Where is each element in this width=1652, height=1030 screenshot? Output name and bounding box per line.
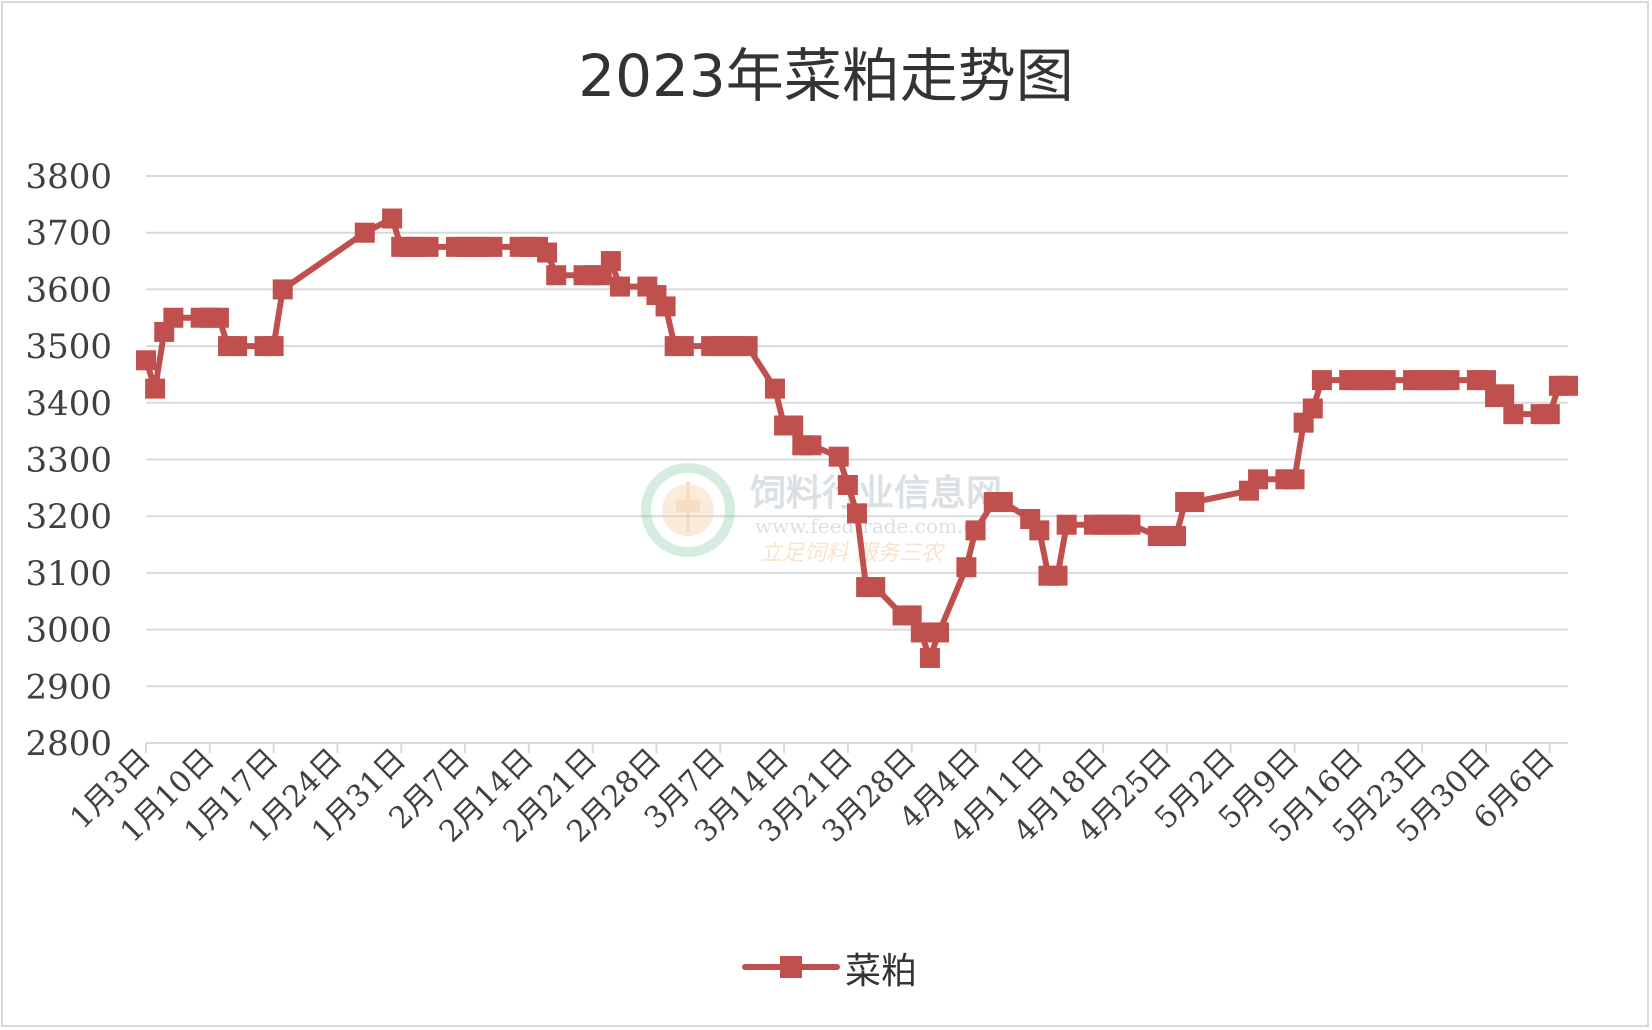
- data-point: [208, 307, 229, 328]
- data-point: [546, 265, 567, 286]
- data-point: [272, 279, 293, 300]
- y-tick-label: 3300: [25, 441, 112, 481]
- legend: 菜粕: [742, 951, 917, 992]
- y-tick-label: 2800: [25, 724, 112, 764]
- data-point: [910, 622, 931, 643]
- data-point: [354, 222, 375, 243]
- data-point: [1539, 404, 1560, 425]
- series-layer: [136, 208, 1578, 668]
- x-tick-labels: 1月3日1月10日1月17日1月24日1月31日2月7日2月14日2月21日2月…: [63, 742, 1561, 850]
- y-tick-label: 3500: [25, 327, 112, 367]
- data-point: [929, 622, 950, 643]
- data-point: [965, 520, 986, 541]
- y-tick-label: 3800: [25, 157, 112, 197]
- y-tick-labels: 2800 2900 3000 3100 3200 3300 3400 3500 3600 3700…: [25, 157, 112, 764]
- data-point: [837, 475, 858, 496]
- data-point: [764, 378, 785, 399]
- data-point: [1558, 375, 1578, 396]
- data-point: [1056, 514, 1077, 535]
- data-point: [956, 557, 977, 578]
- y-tick-label: 3700: [25, 214, 112, 254]
- data-point: [1475, 370, 1496, 391]
- data-point: [801, 435, 822, 456]
- data-point: [1248, 469, 1269, 490]
- data-point: [783, 415, 804, 436]
- data-point: [382, 208, 403, 229]
- watermark-line-1: 饲料行业信息网: [750, 473, 1002, 514]
- data-point: [847, 503, 867, 524]
- watermark: 饲料行业信息网 www.feedtrade.com.cn 立足饲料 服务三农: [641, 463, 1002, 566]
- axes: [145, 742, 1568, 753]
- data-point: [865, 577, 886, 598]
- watermark-logo-icon: [641, 463, 735, 557]
- data-point: [482, 236, 503, 257]
- data-point: [1439, 370, 1460, 391]
- data-point: [828, 446, 849, 467]
- data-point: [1284, 469, 1305, 490]
- legend-marker: [780, 956, 802, 978]
- data-point: [1311, 370, 1332, 391]
- y-tick-label: 3400: [25, 384, 112, 424]
- data-point: [418, 236, 439, 257]
- data-point: [600, 251, 621, 272]
- data-point: [1166, 526, 1187, 547]
- data-point: [919, 647, 940, 668]
- watermark-line-3: 立足饲料 服务三农: [760, 541, 945, 566]
- data-point: [992, 492, 1013, 513]
- data-point: [1120, 514, 1141, 535]
- data-point: [1184, 492, 1205, 513]
- data-point: [1302, 398, 1323, 419]
- data-point: [1029, 520, 1050, 541]
- y-tick-label: 3200: [25, 497, 112, 537]
- data-point: [737, 336, 758, 357]
- data-point: [901, 605, 922, 626]
- y-tick-label: 2900: [25, 667, 112, 707]
- data-point: [1047, 565, 1068, 586]
- data-point: [655, 296, 676, 317]
- data-point: [1375, 370, 1396, 391]
- data-point: [673, 336, 694, 357]
- data-point: [136, 350, 156, 371]
- y-tick-label: 3000: [25, 611, 112, 651]
- chart-title: 2023年菜粕走势图: [578, 42, 1074, 110]
- legend-label: 菜粕: [845, 951, 917, 992]
- data-point: [1503, 404, 1524, 425]
- data-point: [610, 276, 630, 297]
- data-point: [537, 242, 558, 263]
- data-point: [227, 336, 248, 357]
- data-point: [163, 307, 184, 328]
- watermark-line-2: www.feedtrade.com.cn: [755, 514, 988, 538]
- data-point: [1494, 384, 1515, 405]
- data-point: [263, 336, 284, 357]
- y-tick-label: 3600: [25, 270, 112, 310]
- data-point: [145, 378, 166, 399]
- gridlines: [146, 175, 1568, 688]
- y-tick-label: 3100: [25, 554, 112, 594]
